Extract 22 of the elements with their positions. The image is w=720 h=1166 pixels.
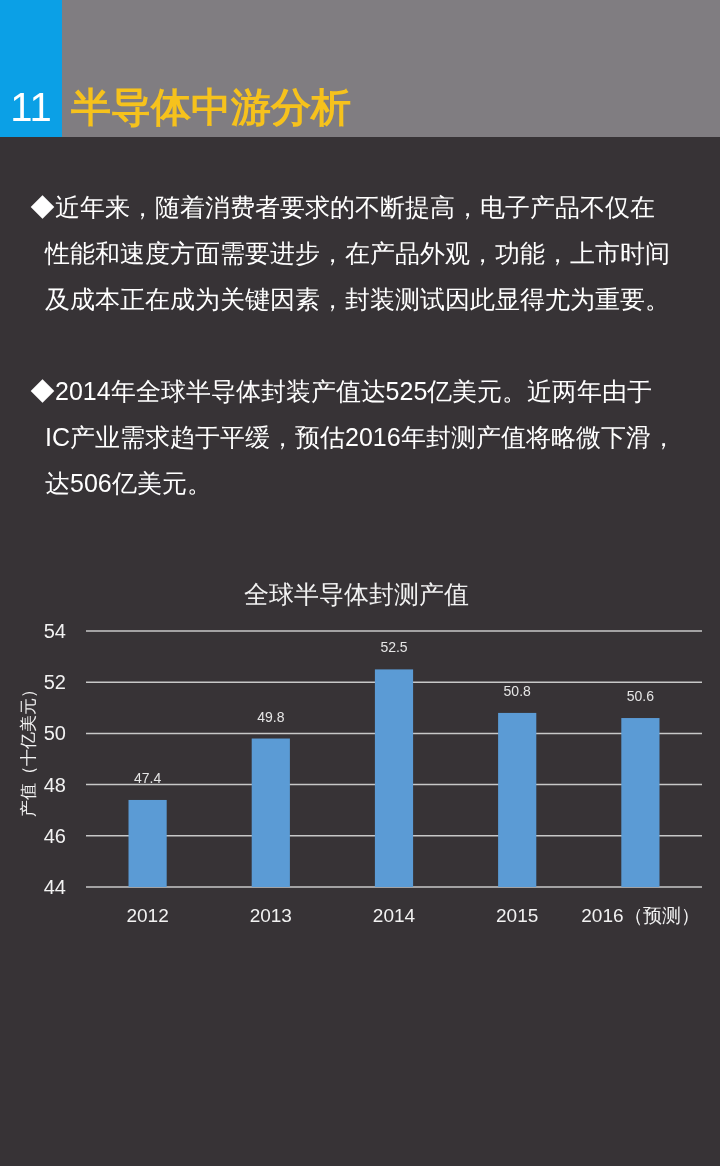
data-label: 50.8 [503,682,532,699]
chart-title: 全球半导体封测产值 [243,580,469,608]
text: 半导体中游分析 [70,85,351,129]
y-tick-label: 44 [43,876,66,898]
data-label: 52.5 [380,639,408,656]
y-tick-label: 46 [43,824,66,847]
y-tick-label: 52 [43,671,66,694]
text: 11 [10,85,52,129]
x-tick-label: 2012 [126,905,169,926]
data-label: 50.6 [626,688,655,705]
text: ◆近年来，随着消费者要求的不断提高，电子产品不仅在性能和速度方面需要进步，在产品外观，功能，上市时间及成本正在成为关键因素，封装测试因此显得尤为重要。 [30,193,670,313]
x-tick-label: 2016（预测） [581,905,700,926]
data-label: 47.4 [133,769,162,786]
y-axis-title: 产值（十亿美元） [19,681,38,817]
y-tick-label: 50 [43,722,66,745]
data-label: 49.8 [257,708,285,725]
text: ◆2014年全球半导体封装产值达525亿美元。近两年由于IC产业需求趋于平缓，预估2016年封测产值将略微下滑，达506亿美元。 [30,377,676,497]
x-tick-label: 2015 [496,905,539,926]
y-tick-label: 54 [43,620,66,642]
x-tick-label: 2013 [249,905,292,926]
y-tick-label: 48 [43,773,66,796]
x-tick-label: 2014 [372,905,416,926]
